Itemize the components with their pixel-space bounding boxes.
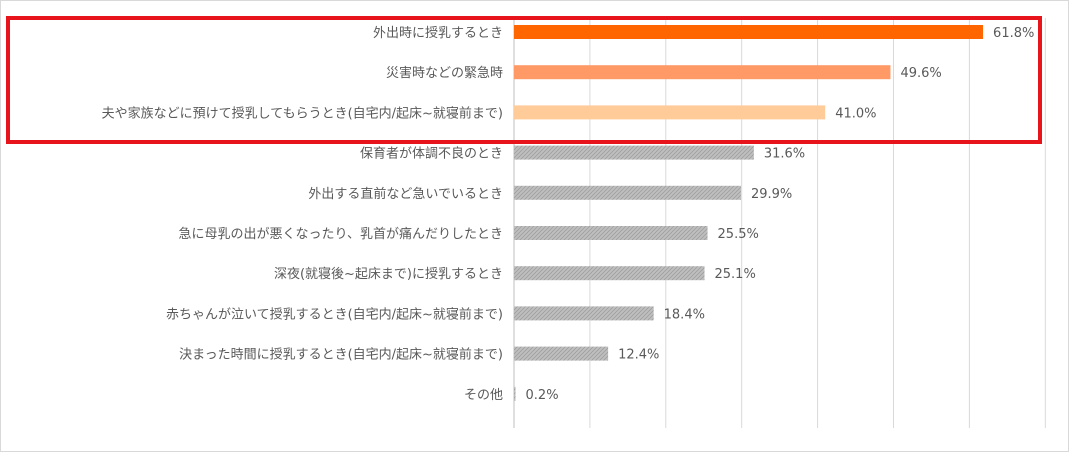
bar (514, 266, 705, 281)
bar (514, 25, 984, 39)
data-label: 0.2% (526, 388, 559, 403)
category-label: 決まった時間に授乳するとき(自宅内/起床~就寝前まで) (179, 347, 503, 363)
bar (514, 65, 891, 80)
data-label: 31.6% (764, 147, 805, 162)
bar (514, 185, 741, 200)
bar (514, 346, 609, 361)
data-label: 49.6% (900, 66, 941, 81)
bar (514, 386, 516, 401)
bar (514, 226, 708, 240)
category-label: 保育者が体調不良のとき (360, 146, 503, 162)
category-label: 赤ちゃんが泣いて授乳するとき(自宅内/起床~就寝前まで) (166, 306, 503, 322)
data-label: 29.9% (751, 187, 792, 202)
data-label: 25.5% (718, 227, 759, 242)
data-label: 61.8% (993, 26, 1034, 41)
category-label: 深夜(就寝後~起床まで)に授乳するとき (274, 266, 503, 282)
category-label: 夫や家族などに預けて授乳してもらうとき(自宅内/起床~就寝前まで) (102, 105, 503, 121)
category-label: 急に母乳の出が悪くなったり、乳首が痛んだりしたとき (179, 226, 503, 242)
category-label: その他 (464, 388, 503, 403)
category-label: 災害時などの緊急時 (386, 65, 503, 81)
data-label: 18.4% (664, 307, 705, 322)
data-label: 12.4% (618, 348, 659, 363)
data-label: 25.1% (715, 267, 756, 282)
category-label: 外出時に授乳するとき (373, 26, 503, 41)
bar (514, 145, 754, 160)
data-label: 41.0% (835, 106, 876, 121)
bar (514, 306, 654, 321)
category-label: 外出する直前など急いでいるとき (308, 186, 503, 202)
bar (514, 105, 826, 120)
